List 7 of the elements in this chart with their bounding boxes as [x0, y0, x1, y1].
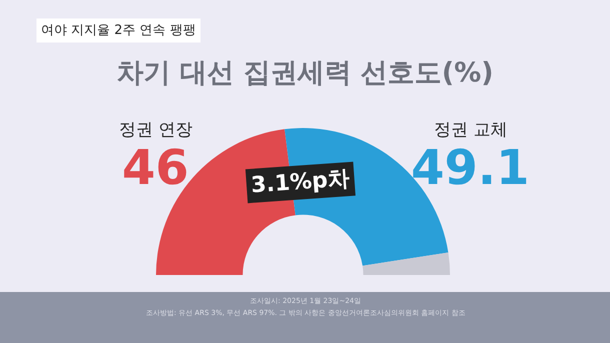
data-label: 46	[122, 140, 189, 196]
text: 여야 지지율 2주 연속 팽팽	[41, 23, 196, 38]
slice-label: 정권 교체	[434, 120, 508, 140]
slice-label: 정권 연장	[119, 120, 192, 140]
text: 3.1%p차	[250, 166, 350, 198]
data-label: 49.1	[411, 140, 530, 196]
chart-title: 차기 대선 집권세력 선호도(%)	[116, 57, 494, 88]
